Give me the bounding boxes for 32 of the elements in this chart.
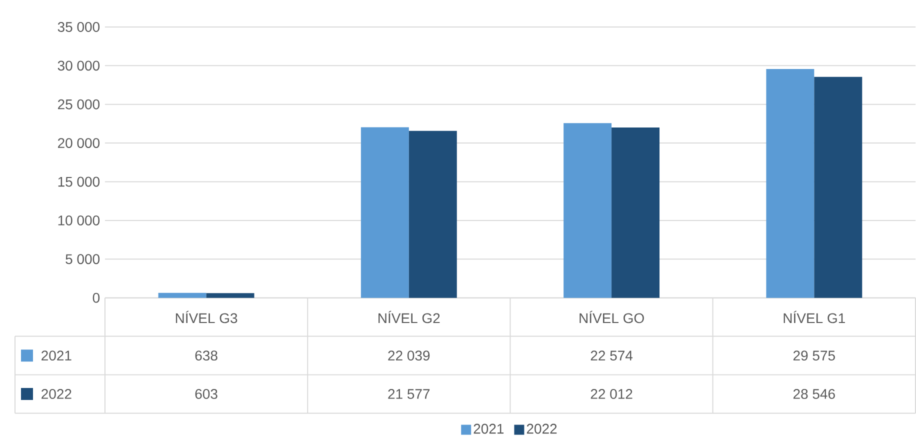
- y-tick-label: 30 000: [58, 60, 100, 71]
- bar: [158, 293, 206, 298]
- x-tick-label: NÍVEL G1: [784, 311, 845, 324]
- y-tick-label: 20 000: [58, 138, 100, 148]
- y-tick-label: 0: [92, 293, 100, 303]
- x-tick-label: NÍVEL GO: [580, 311, 644, 324]
- bar: [206, 293, 254, 298]
- y-tick-label: 5 000: [66, 254, 100, 264]
- y-tick-label: 35 000: [58, 22, 100, 32]
- y-tick-label: 25 000: [58, 100, 100, 110]
- data-label: 603: [195, 389, 218, 400]
- bar: [814, 77, 862, 298]
- text: 2021: [474, 424, 504, 434]
- bar: [408, 131, 457, 298]
- x-tick-label: NÍVEL G3: [176, 311, 238, 324]
- x-tick-label: NÍVEL G2: [378, 311, 440, 324]
- bar: [612, 128, 660, 298]
- bar: [564, 123, 612, 298]
- data-label: 28 546: [793, 389, 835, 400]
- data-label: 638: [195, 350, 218, 361]
- y-tick-label: 15 000: [58, 176, 100, 187]
- bar: [766, 69, 814, 298]
- data-label: 22 574: [590, 350, 633, 361]
- y-tick-label: 10 000: [58, 216, 100, 226]
- legend-label: 2021: [42, 350, 72, 361]
- data-label: 29 575: [793, 350, 835, 361]
- data-label: 22 012: [590, 389, 632, 400]
- text: 2022: [42, 389, 72, 400]
- data-label: 22 039: [388, 350, 430, 361]
- bar: [360, 127, 409, 298]
- data-label: 21 577: [388, 389, 430, 400]
- legend-label: 2022: [526, 424, 557, 434]
